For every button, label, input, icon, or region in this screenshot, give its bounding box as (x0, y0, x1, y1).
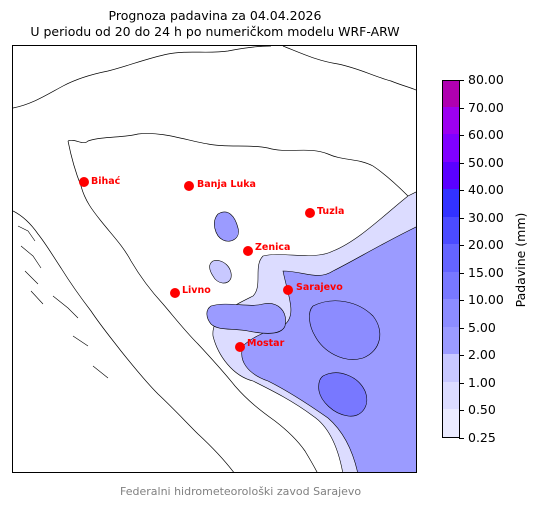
colorbar-tick-mark (459, 327, 464, 329)
map-subtitle: U periodu od 20 do 24 h po numeričkom mo… (30, 24, 400, 39)
colorbar-tick-mark (459, 135, 464, 137)
footer-credit: Federalni hidrometeorološki zavod Saraje… (120, 485, 362, 498)
colorbar-tick-label: 80.00 (468, 72, 504, 87)
country-border (67, 133, 409, 472)
colorbar-tick-label: 5.00 (468, 319, 496, 335)
colorbar-tick-mark (459, 107, 464, 109)
city-label-tuzla: Tuzla (317, 206, 345, 217)
colorbar-segment (443, 161, 459, 190)
colorbar-tick-mark (459, 300, 464, 302)
colorbar-tick-mark (459, 190, 464, 192)
colorbar-tick-label: 0.25 (468, 430, 496, 445)
colorbar-tick-mark (459, 217, 464, 219)
colorbar-segment (443, 133, 459, 162)
colorbar-tick-label: 20.00 (468, 237, 504, 253)
colorbar (442, 80, 460, 438)
colorbar-tick-label: 15.00 (468, 264, 504, 280)
city-label-mostar: Mostar (247, 338, 285, 349)
colorbar-tick-mark (459, 355, 464, 357)
coastline (13, 210, 234, 472)
city-marker-sarajevo (283, 285, 293, 295)
north-border (13, 46, 416, 109)
colorbar-tick-mark (459, 410, 464, 412)
colorbar-tick-mark (459, 382, 464, 384)
colorbar-segment (443, 326, 459, 355)
colorbar-tick-mark (459, 272, 464, 274)
colorbar-tick-label: 70.00 (468, 99, 504, 115)
colorbar-tick-mark (459, 438, 464, 439)
colorbar-segment (443, 81, 459, 107)
precip-cell-zenica (214, 211, 239, 242)
city-marker-tuzla (305, 208, 315, 218)
map-title: Prognoza padavina za 04.04.2026 (108, 8, 322, 23)
colorbar-segment (443, 271, 459, 300)
map-frame (12, 45, 417, 473)
colorbar-segment (443, 188, 459, 217)
colorbar-segment (443, 353, 459, 382)
colorbar-tick-label: 0.50 (468, 402, 496, 418)
colorbar-segment (443, 243, 459, 272)
colorbar-segment (443, 408, 459, 437)
precip-cell-livno (209, 260, 232, 284)
precip-cell-east (309, 300, 381, 360)
city-label-zenica: Zenica (255, 242, 291, 253)
colorbar-label: Padavine (mm) (513, 212, 528, 308)
colorbar-tick-label: 60.00 (468, 127, 504, 143)
colorbar-segment (443, 298, 459, 327)
colorbar-tick-mark (459, 162, 464, 164)
colorbar-tick-mark (459, 80, 464, 81)
city-label-livno: Livno (182, 285, 211, 296)
colorbar-segment (443, 216, 459, 245)
city-label-bihac: Bihać (91, 176, 121, 187)
colorbar-tick-label: 50.00 (468, 154, 504, 170)
colorbar-segment (443, 381, 459, 410)
city-marker-bihac (79, 177, 89, 187)
city-marker-livno (170, 288, 180, 298)
city-marker-mostar (235, 342, 245, 352)
islands (17, 225, 109, 379)
colorbar-tick-label: 40.00 (468, 182, 504, 198)
city-marker-zenica (243, 246, 253, 256)
precip-cell-central (206, 303, 286, 334)
precipitation-map (13, 46, 416, 472)
colorbar-tick-label: 2.00 (468, 347, 496, 363)
colorbar-tick-mark (459, 245, 464, 247)
precip-cell-south (318, 372, 368, 417)
city-label-banja-luka: Banja Luka (197, 179, 256, 190)
city-marker-banja-luka (184, 181, 194, 191)
city-label-sarajevo: Sarajevo (296, 282, 343, 293)
colorbar-tick-label: 10.00 (468, 292, 504, 308)
colorbar-tick-label: 30.00 (468, 209, 504, 225)
colorbar-segment (443, 106, 459, 135)
colorbar-tick-label: 1.00 (468, 374, 496, 390)
